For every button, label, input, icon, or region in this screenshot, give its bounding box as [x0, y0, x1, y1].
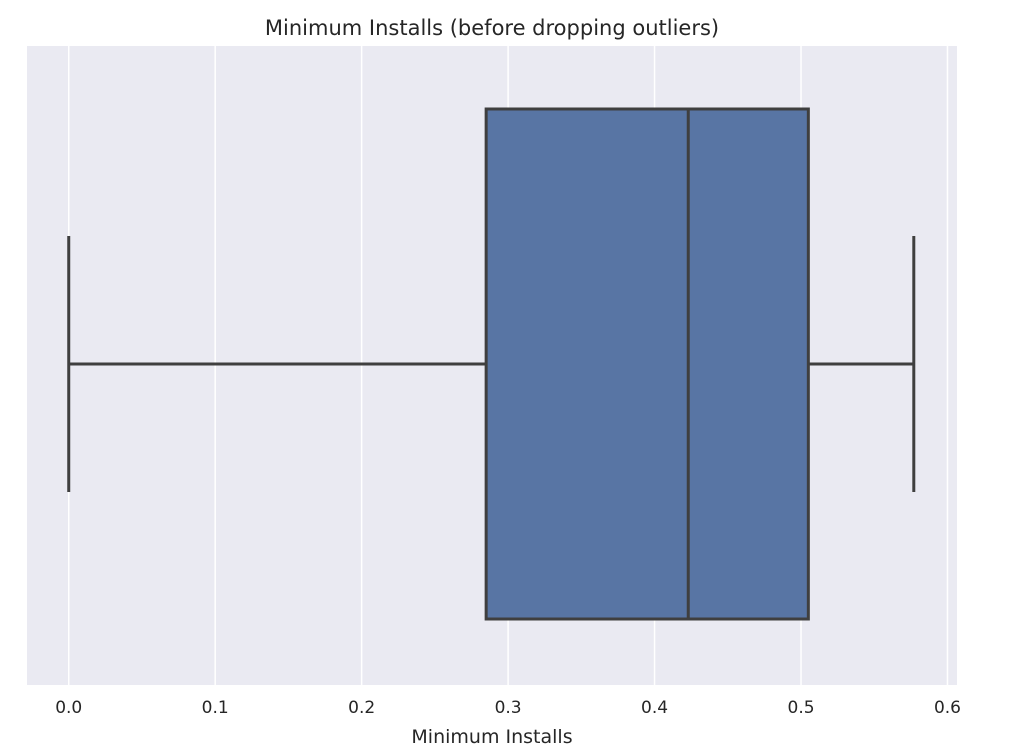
x-tick-label: 0.5: [788, 698, 815, 718]
x-tick-label: 0.3: [495, 698, 522, 718]
chart-title: Minimum Installs (before dropping outlie…: [265, 16, 719, 40]
box-layer: [67, 107, 916, 621]
x-tick-label: 0.2: [348, 698, 375, 718]
x-tick-label: 0.6: [934, 698, 961, 718]
x-tick-label: 0.4: [641, 698, 668, 718]
x-axis-label: Minimum Installs: [411, 726, 572, 748]
x-tick-label: 0.1: [202, 698, 229, 718]
x-tick-labels: 0.0 0.1 0.2 0.3 0.4 0.5 0.6: [55, 698, 961, 718]
interquartile-box: [484, 107, 810, 621]
x-tick-label: 0.0: [55, 698, 82, 718]
